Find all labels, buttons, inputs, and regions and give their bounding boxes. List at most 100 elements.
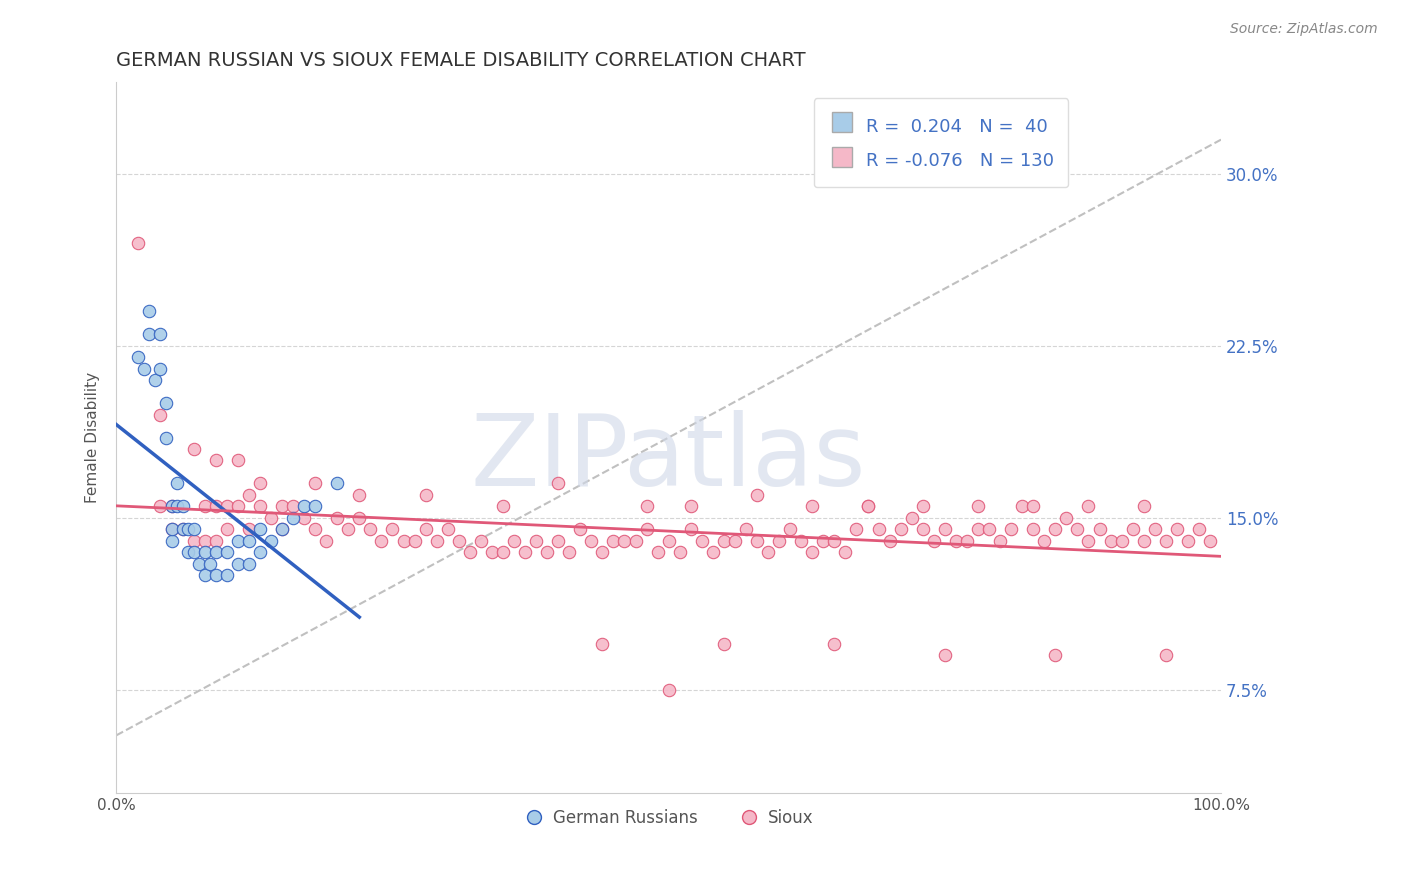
Point xyxy=(381,522,404,536)
Point xyxy=(492,545,515,559)
Point xyxy=(977,522,1000,536)
Point xyxy=(713,637,735,651)
Point xyxy=(204,568,226,582)
Point xyxy=(503,533,526,548)
Point xyxy=(900,510,922,524)
Point xyxy=(436,522,458,536)
Point xyxy=(856,500,879,514)
Point xyxy=(690,533,713,548)
Point xyxy=(679,500,702,514)
Point xyxy=(204,500,226,514)
Point xyxy=(155,430,177,444)
Point xyxy=(337,522,360,536)
Point xyxy=(447,533,470,548)
Point xyxy=(359,522,381,536)
Point xyxy=(1111,533,1133,548)
Point xyxy=(967,500,990,514)
Point xyxy=(558,545,581,559)
Point xyxy=(155,396,177,410)
Point xyxy=(138,304,160,318)
Point xyxy=(547,476,569,491)
Point xyxy=(304,476,326,491)
Point xyxy=(1154,533,1177,548)
Point xyxy=(194,545,217,559)
Point xyxy=(1132,533,1154,548)
Point xyxy=(249,522,271,536)
Text: GERMAN RUSSIAN VS SIOUX FEMALE DISABILITY CORRELATION CHART: GERMAN RUSSIAN VS SIOUX FEMALE DISABILIT… xyxy=(117,51,806,70)
Point xyxy=(967,522,990,536)
Point xyxy=(581,533,603,548)
Point xyxy=(149,408,172,422)
Point xyxy=(160,533,183,548)
Point xyxy=(911,500,934,514)
Point xyxy=(183,533,205,548)
Point xyxy=(238,557,260,571)
Point xyxy=(768,533,790,548)
Point xyxy=(481,545,503,559)
Point xyxy=(679,522,702,536)
Point xyxy=(668,545,690,559)
Point xyxy=(801,545,824,559)
Point xyxy=(1122,522,1144,536)
Point xyxy=(138,327,160,342)
Point xyxy=(132,361,155,376)
Point xyxy=(1132,500,1154,514)
Point xyxy=(415,488,437,502)
Point xyxy=(745,488,768,502)
Point xyxy=(856,500,879,514)
Point xyxy=(238,488,260,502)
Point xyxy=(922,533,945,548)
Point xyxy=(868,522,890,536)
Point xyxy=(1143,522,1166,536)
Point xyxy=(260,533,283,548)
Point xyxy=(271,500,294,514)
Point xyxy=(172,522,194,536)
Point xyxy=(349,488,371,502)
Point xyxy=(1054,510,1077,524)
Point xyxy=(404,533,426,548)
Point xyxy=(1045,648,1067,663)
Point xyxy=(845,522,868,536)
Point xyxy=(149,361,172,376)
Point xyxy=(183,522,205,536)
Point xyxy=(823,637,845,651)
Point xyxy=(304,500,326,514)
Point xyxy=(1022,522,1045,536)
Point xyxy=(823,533,845,548)
Point xyxy=(149,500,172,514)
Point xyxy=(536,545,558,559)
Point xyxy=(149,327,172,342)
Point xyxy=(166,476,188,491)
Point xyxy=(160,500,183,514)
Point xyxy=(238,533,260,548)
Point xyxy=(1011,500,1033,514)
Point xyxy=(834,545,856,559)
Point xyxy=(226,557,249,571)
Point xyxy=(745,533,768,548)
Point xyxy=(215,568,238,582)
Point xyxy=(183,545,205,559)
Point xyxy=(636,500,658,514)
Point xyxy=(879,533,901,548)
Point xyxy=(1154,648,1177,663)
Point xyxy=(1099,533,1122,548)
Point xyxy=(724,533,747,548)
Text: Source: ZipAtlas.com: Source: ZipAtlas.com xyxy=(1230,22,1378,37)
Point xyxy=(813,533,835,548)
Point xyxy=(613,533,636,548)
Point xyxy=(160,500,183,514)
Point xyxy=(1033,533,1056,548)
Point xyxy=(602,533,624,548)
Point xyxy=(658,533,681,548)
Point xyxy=(492,500,515,514)
Point xyxy=(934,522,956,536)
Point xyxy=(1166,522,1188,536)
Point xyxy=(702,545,724,559)
Point xyxy=(349,510,371,524)
Point xyxy=(198,557,221,571)
Point xyxy=(194,500,217,514)
Point xyxy=(249,545,271,559)
Point xyxy=(1077,500,1099,514)
Point xyxy=(249,476,271,491)
Point xyxy=(547,533,569,548)
